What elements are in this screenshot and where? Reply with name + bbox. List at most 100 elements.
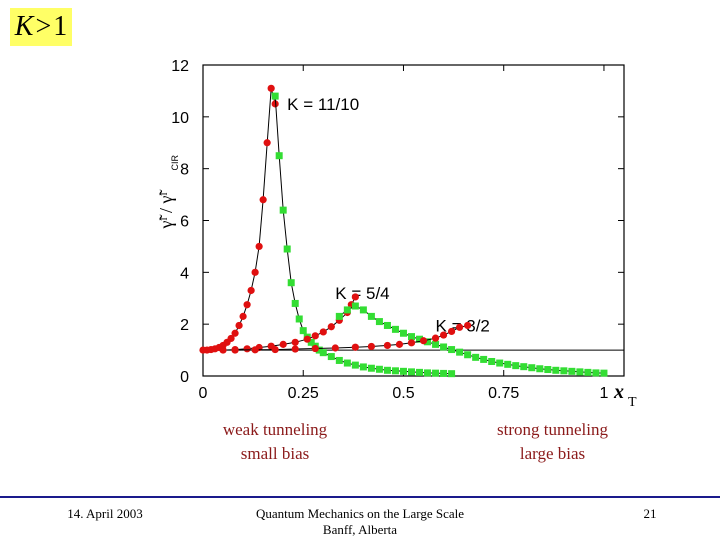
data-point [287,279,295,287]
data-point [267,84,275,92]
y-tick-label: 4 [180,265,189,282]
data-point [432,340,440,348]
data-point [275,152,283,160]
data-point [424,369,432,377]
data-point [416,335,424,343]
condition-relation: > [35,11,52,42]
data-point [480,355,488,363]
data-point [247,286,255,295]
data-point [407,368,415,376]
data-point [291,299,299,307]
data-point [367,312,375,320]
left-caption-line-1: weak tunneling [222,420,328,439]
data-point [407,339,416,347]
data-point [544,366,552,374]
y-tick-label: 0 [180,369,189,386]
data-point [399,367,407,375]
data-point [351,293,359,301]
data-point [327,323,335,331]
footer-conference-title: Quantum Mechanics on the Large Scale [255,506,465,521]
data-point [419,337,428,345]
data-point [271,100,279,108]
chart-marks [199,84,624,378]
data-point [504,360,512,368]
data-point [512,362,520,370]
data-point [271,345,279,354]
x-tick-label: 0.5 [392,385,414,402]
data-point [311,344,319,353]
series-curve [203,88,276,351]
data-point [219,346,227,354]
data-point [472,353,480,361]
data-point [331,344,339,352]
footer-conference: Quantum Mechanics on the Large Scale Ban… [230,506,490,538]
x-tick-label: 1 [599,385,608,402]
data-point [407,333,415,341]
data-point [231,329,239,337]
data-point [319,349,327,357]
data-point [456,348,464,356]
x-axis-label: x [613,381,624,403]
data-point [520,363,528,371]
data-point [251,346,259,354]
data-point [391,325,399,333]
x-tick-label: 0.75 [488,385,519,402]
data-point [231,346,239,354]
data-point [327,353,335,361]
data-point [383,341,392,350]
curve-annotation: K = 11/10 [287,95,359,114]
data-point [311,332,319,340]
data-point [351,302,359,310]
data-point [359,363,367,371]
x-tick-label: 0 [199,385,208,402]
condition-variable: K [14,11,34,42]
right-caption: strong tunneling large bias [470,418,635,466]
data-point [552,366,560,374]
data-point [528,364,536,372]
data-point [315,346,323,354]
data-point [395,340,404,348]
series-curve [222,296,356,351]
data-point [227,334,235,343]
footer-page-number: 21 [643,506,657,521]
curve-annotation: K = 5/4 [335,284,389,303]
data-point [335,312,343,320]
data-point [431,334,440,342]
right-caption-line-2: large bias [519,444,586,463]
x-tick-label: 0.25 [288,385,319,402]
data-point [456,323,464,331]
left-caption: weak tunneling small bias [200,418,350,466]
data-point [416,368,424,376]
data-point [271,92,279,100]
data-point [440,343,448,351]
data-point [488,357,496,365]
data-point [243,345,251,353]
data-point [464,321,472,330]
y-tick-label: 2 [180,317,189,334]
data-point [291,345,299,353]
data-point [307,338,315,346]
data-point [243,301,251,309]
data-point [399,329,407,337]
data-point [303,335,311,343]
footer-conference-location: Banff, Alberta [322,522,398,537]
data-point [255,242,263,251]
data-point [496,359,504,367]
data-point [367,342,375,351]
data-point [391,367,399,375]
data-point [375,318,383,326]
data-point [432,369,440,377]
data-point [279,340,287,348]
series-curve [338,305,605,374]
data-point [568,367,576,375]
data-point [560,367,568,375]
left-caption-line-2: small bias [240,444,310,463]
data-point [440,369,448,377]
data-point [359,306,367,314]
y-tick-label: 12 [171,58,189,75]
x-axis-label-subscript: T [628,395,637,410]
y-tick-label: 10 [171,110,189,127]
condition-label-box: K > 1 [10,8,72,46]
data-point [576,368,584,376]
